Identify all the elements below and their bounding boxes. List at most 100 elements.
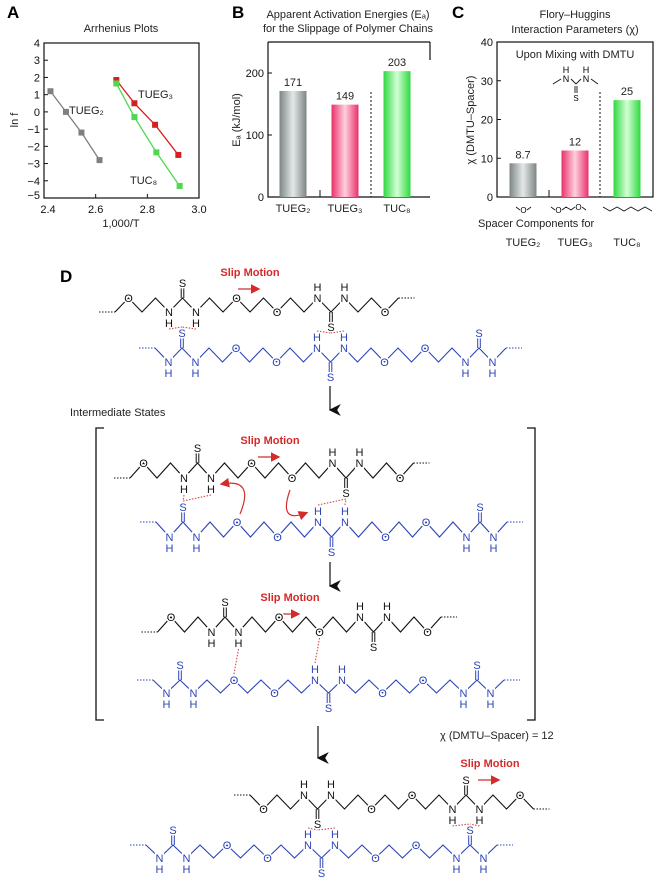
hydrogen-atom: H (207, 484, 215, 496)
chart-b-activation-energies: Apparent Activation Energies (Eₐ) for th… (231, 9, 433, 215)
hydrogen-atom: H (460, 699, 468, 711)
data-point (175, 151, 182, 158)
y-tick-label: 20 (481, 115, 493, 127)
y-tick-label: 30 (481, 76, 493, 88)
panel-label-a: A (7, 3, 19, 22)
hydrogen-atom: H (462, 368, 470, 380)
panel-label-c: C (452, 3, 464, 22)
chi-note: χ (DMTU–Spacer) = 12 (440, 730, 554, 742)
nitrogen-atom: N (340, 343, 348, 355)
dmtu-nitrogen-atom: N (563, 74, 570, 84)
nitrogen-atom: N (192, 307, 200, 319)
hydrogen-bond (168, 326, 183, 330)
x-category-label: TUC₈ (383, 203, 410, 215)
data-point (113, 77, 120, 84)
hydrogen-atom: H (163, 699, 171, 711)
sulfur-atom: S (475, 328, 482, 340)
panel-label-d: D (60, 267, 72, 286)
y-tick-label: 0 (34, 107, 40, 119)
bar-value-label: 203 (388, 57, 406, 69)
dmtu-hydrogen-atom: H (563, 65, 570, 75)
bracket-right (527, 427, 536, 721)
nitrogen-atom: N (490, 532, 498, 544)
hydrogen-atom: H (190, 699, 198, 711)
slip-motion-label: Slip Motion (220, 267, 280, 279)
bar-value-label: 25 (621, 86, 633, 98)
y-tick-label: −5 (27, 190, 40, 202)
oxygen-atom: O (381, 532, 390, 544)
series-line (49, 90, 101, 161)
oxygen-atom: O (371, 853, 380, 865)
nitrogen-atom: N (304, 840, 312, 852)
oxygen-atom: O (273, 532, 282, 544)
oxygen-atom: O (423, 627, 432, 639)
sulfur-atom: S (314, 819, 321, 831)
y-tick-label: 0 (258, 192, 264, 204)
slip-motion-label: Slip Motion (240, 435, 300, 447)
oxygen-atom: O (233, 517, 242, 529)
chart-a-xlabel: 1,000/T (102, 218, 140, 230)
hydrogen-atom: H (192, 368, 200, 380)
oxygen-atom: O (259, 804, 268, 816)
chart-b-ylabel: Eₐ (kJ/mol) (231, 93, 243, 147)
hydrogen-atom: H (314, 282, 322, 294)
oxygen-atom: O (273, 307, 282, 319)
chart-c-annotation: Upon Mixing with DMTU (516, 49, 635, 61)
nitrogen-atom: N (341, 517, 349, 529)
spacer-oxygen-atom: O (555, 206, 561, 215)
hydrogen-bond (344, 498, 347, 506)
sulfur-atom: S (462, 775, 469, 787)
chart-a-frame (43, 42, 200, 199)
curved-arrow-right (285, 489, 309, 521)
dmtu-nitrogen-atom: N (583, 74, 590, 84)
sulfur-atom: S (325, 703, 332, 715)
nitrogen-atom: N (208, 627, 216, 639)
bar-value-label: 149 (336, 91, 354, 103)
hydrogen-atom: H (331, 829, 339, 841)
nitrogen-atom: N (453, 853, 461, 865)
x-category-label: TUEG₃ (557, 237, 592, 249)
hydrogen-atom: H (463, 543, 471, 555)
nitrogen-atom: N (327, 790, 335, 802)
nitrogen-atom: N (476, 804, 484, 816)
oxygen-atom: O (380, 357, 389, 369)
oxygen-atom: O (263, 853, 272, 865)
hydrogen-atom: H (300, 779, 308, 791)
nitrogen-atom: N (183, 853, 191, 865)
x-tick-label: 2.8 (140, 204, 155, 216)
hydrogen-atom: H (487, 699, 495, 711)
nitrogen-atom: N (163, 688, 171, 700)
hydrogen-atom: H (490, 543, 498, 555)
hydrogen-bond (314, 637, 321, 664)
hydrogen-atom: H (311, 664, 319, 676)
bar (279, 90, 307, 197)
y-tick-label: 0 (487, 192, 493, 204)
chart-c-title: Flory–Huggins (540, 9, 611, 21)
hydrogen-bond (317, 498, 347, 506)
bar-value-label: 12 (569, 137, 581, 149)
hydrogen-atom: H (329, 447, 337, 459)
sulfur-atom: S (318, 868, 325, 878)
sulfur-atom: S (221, 597, 228, 609)
hydrogen-atom: H (340, 332, 348, 344)
oxygen-atom: O (315, 627, 324, 639)
sulfur-atom: S (342, 488, 349, 500)
hydrogen-atom: H (208, 638, 216, 650)
oxygen-atom: O (230, 675, 239, 687)
hydrogen-atom: H (166, 543, 174, 555)
nitrogen-atom: N (341, 293, 349, 305)
nitrogen-atom: N (166, 532, 174, 544)
hydrogen-atom: H (165, 368, 173, 380)
oxygen-atom: O (270, 688, 279, 700)
oxygen-atom: O (272, 357, 281, 369)
oxygen-atom: O (232, 343, 241, 355)
y-tick-label: 2 (34, 72, 40, 84)
oxygen-atom: O (139, 458, 148, 470)
hydrogen-atom: H (165, 318, 173, 330)
sulfur-atom: S (466, 825, 473, 837)
oxygen-atom: O (422, 517, 431, 529)
spacer-oxygen-atom: O (520, 206, 526, 215)
curved-arrow-left (219, 477, 246, 515)
